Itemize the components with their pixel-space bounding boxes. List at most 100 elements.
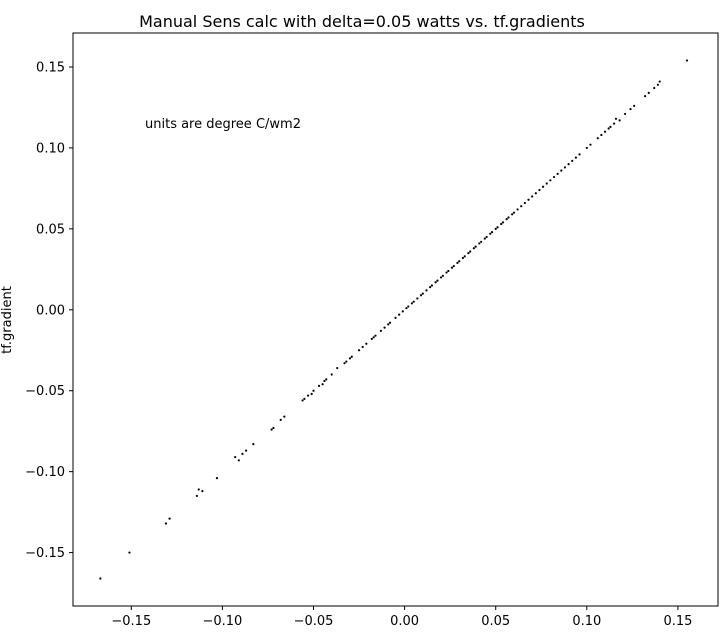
data-point: [272, 426, 275, 430]
y-tick-label: −0.10: [25, 465, 65, 480]
data-point: [361, 345, 364, 349]
data-point: [512, 211, 516, 214]
data-point: [279, 418, 282, 421]
data-point: [252, 443, 255, 446]
data-point: [244, 449, 248, 452]
data-point: [623, 112, 627, 116]
data-point: [345, 360, 348, 363]
data-point: [201, 489, 204, 493]
y-tick-label: 0.05: [36, 222, 65, 237]
data-point: [372, 336, 375, 339]
data-point: [388, 321, 392, 324]
data-point: [241, 452, 244, 455]
data-point: [585, 146, 588, 150]
data-point: [383, 326, 386, 329]
data-point: [439, 276, 443, 279]
data-point: [306, 394, 310, 397]
data-point: [336, 366, 339, 370]
data-point: [387, 323, 390, 326]
data-point: [478, 242, 481, 245]
data-point: [323, 379, 326, 383]
data-point: [556, 172, 559, 175]
y-axis-label: tf.gradient: [0, 286, 15, 354]
data-point: [511, 213, 514, 216]
data-point: [480, 240, 483, 243]
data-point: [270, 428, 273, 431]
data-point: [613, 122, 616, 125]
data-point: [234, 455, 237, 459]
data-point: [416, 297, 419, 300]
data-point: [405, 307, 408, 310]
data-point: [461, 256, 465, 260]
data-point: [168, 517, 171, 520]
data-point: [310, 392, 313, 396]
data-point: [463, 255, 466, 258]
data-point: [483, 237, 486, 240]
data-point: [520, 205, 523, 208]
data-point: [441, 274, 444, 277]
data-point: [549, 179, 552, 182]
y-tick-label: −0.05: [25, 384, 65, 399]
data-point: [370, 337, 373, 341]
data-point: [348, 357, 352, 360]
y-tick-label: 0.00: [36, 303, 65, 318]
data-point: [516, 208, 519, 211]
data-point: [494, 227, 497, 230]
y-tick-label: −0.15: [25, 546, 65, 561]
data-point: [545, 182, 548, 185]
data-point: [429, 286, 432, 289]
data-point: [578, 153, 581, 156]
data-point: [425, 289, 428, 292]
data-point: [607, 127, 610, 130]
data-point: [603, 130, 607, 133]
data-point: [412, 300, 415, 303]
x-tick-label: 0.10: [572, 614, 601, 629]
data-point: [365, 342, 368, 345]
data-point: [552, 175, 556, 179]
data-point: [436, 279, 439, 282]
data-point: [644, 95, 647, 98]
data-point: [283, 415, 286, 418]
data-point: [472, 247, 475, 250]
chart-title: Manual Sens calc with delta=0.05 watts v…: [139, 12, 585, 31]
data-point: [685, 59, 689, 62]
x-axis: −0.15 −0.10 −0.05 0.00 0.05 0.10 0.15: [111, 606, 692, 629]
data-point: [445, 271, 448, 274]
data-point: [541, 185, 545, 188]
data-point: [538, 188, 541, 192]
data-point: [99, 577, 102, 580]
data-point: [215, 477, 219, 480]
x-tick-label: −0.05: [294, 614, 334, 629]
data-point: [303, 397, 306, 400]
data-point: [350, 355, 353, 358]
data-point: [500, 222, 503, 226]
data-point: [658, 80, 661, 83]
data-point: [398, 313, 401, 316]
data-point: [434, 281, 437, 284]
data-point: [450, 266, 454, 269]
units-annotation: units are degree C/wm2: [145, 117, 301, 132]
data-point: [589, 143, 592, 146]
data-point: [128, 551, 131, 554]
data-point: [419, 294, 423, 297]
data-point: [600, 133, 603, 137]
data-point: [496, 226, 499, 229]
data-point: [394, 316, 397, 319]
data-point: [164, 522, 168, 525]
data-point: [469, 250, 472, 253]
data-point: [574, 156, 577, 159]
x-tick-label: 0.05: [481, 614, 510, 629]
plot-frame: [72, 32, 719, 607]
data-point: [531, 195, 534, 198]
data-point: [527, 198, 530, 201]
data-point: [614, 117, 618, 120]
data-point: [571, 159, 574, 162]
data-points: [99, 59, 689, 580]
data-point: [647, 91, 650, 94]
data-point: [458, 260, 461, 263]
data-point: [195, 494, 198, 498]
data-point: [560, 169, 563, 172]
data-point: [474, 245, 477, 248]
data-point: [325, 378, 328, 381]
data-point: [633, 104, 636, 107]
